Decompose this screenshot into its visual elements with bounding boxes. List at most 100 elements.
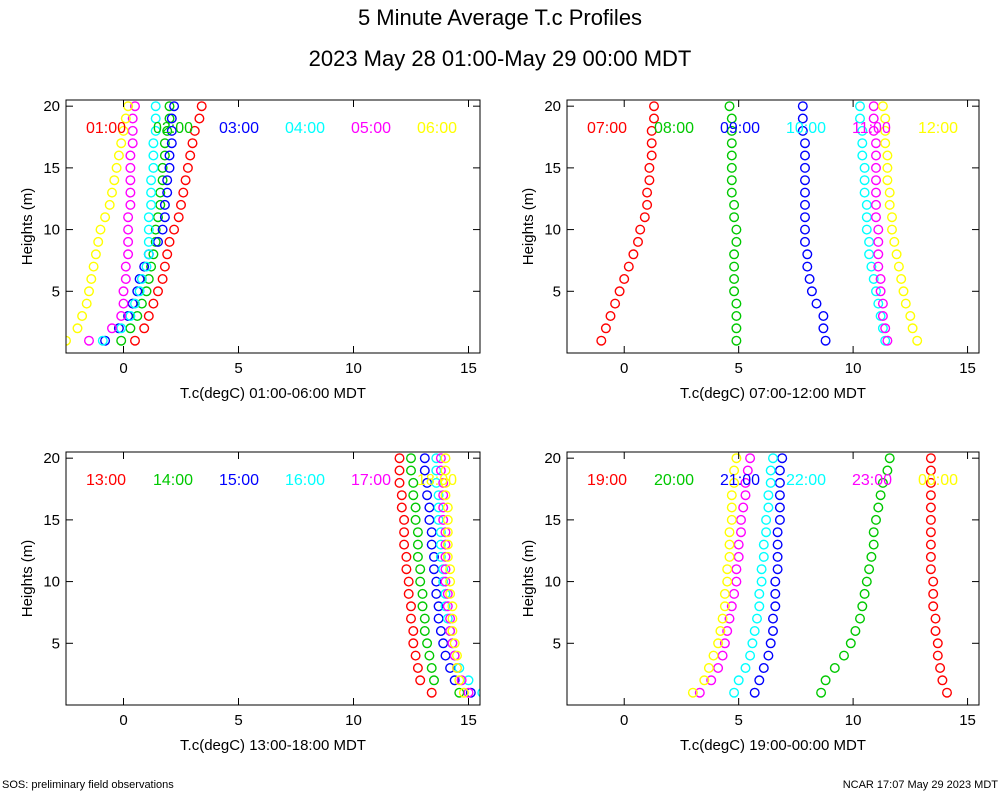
legend-entry: 21:00 <box>720 472 760 489</box>
data-point <box>148 162 159 173</box>
data-point <box>401 551 412 562</box>
x-tick-label: 5 <box>734 712 742 729</box>
data-point <box>765 638 776 649</box>
data-point <box>442 502 453 513</box>
y-axis-label: Heights (m) <box>19 540 36 618</box>
data-point <box>150 113 161 124</box>
legend-entry: 04:00 <box>285 120 325 137</box>
data-point <box>855 101 866 112</box>
data-point <box>868 527 879 538</box>
data-point <box>639 212 650 223</box>
data-point <box>157 274 168 285</box>
data-point <box>871 199 882 210</box>
data-point <box>429 675 440 686</box>
data-point <box>113 150 124 161</box>
data-point <box>868 274 879 285</box>
data-point <box>866 551 877 562</box>
legend-entry: 22:00 <box>786 472 826 489</box>
data-point <box>196 101 207 112</box>
y-tick-label: 5 <box>52 635 60 652</box>
y-tick-label: 20 <box>544 450 561 467</box>
footer-note-right: NCAR 17:07 May 29 2023 MDT <box>843 779 999 791</box>
data-point <box>857 150 868 161</box>
data-point <box>871 212 882 223</box>
data-point <box>435 465 446 476</box>
data-point <box>118 298 129 309</box>
data-point <box>745 650 756 661</box>
data-point <box>164 162 175 173</box>
data-point <box>802 249 813 260</box>
data-point <box>146 187 157 198</box>
data-point <box>97 335 108 346</box>
data-point <box>871 187 882 198</box>
data-point <box>774 465 785 476</box>
data-point <box>896 274 907 285</box>
data-point <box>406 613 417 624</box>
data-point <box>83 335 94 346</box>
data-point <box>412 527 423 538</box>
data-point <box>706 675 717 686</box>
data-point <box>731 298 742 309</box>
data-point <box>406 453 417 464</box>
data-point <box>713 663 724 674</box>
data-point <box>731 323 742 334</box>
x-tick-label: 0 <box>620 712 628 729</box>
series-2300 <box>694 453 756 698</box>
data-point <box>761 514 772 525</box>
data-point <box>742 465 753 476</box>
x-axis-label: T.c(degC) 13:00-18:00 MDT <box>180 737 366 754</box>
x-tick-label: 0 <box>620 360 628 377</box>
panels-group: 0 5 10 15 5 10 15 20 T.c(degC) 01:00-06:00 MDT He… <box>19 98 980 754</box>
data-point <box>726 125 737 136</box>
data-point <box>440 465 451 476</box>
data-point <box>740 663 751 674</box>
data-point <box>445 564 456 575</box>
data-point <box>447 613 458 624</box>
data-point <box>800 150 811 161</box>
data-point <box>394 477 405 488</box>
x-tick-label: 10 <box>845 712 862 729</box>
data-point <box>162 187 173 198</box>
data-point <box>127 138 138 149</box>
data-point <box>159 212 170 223</box>
data-point <box>442 514 453 525</box>
data-point <box>159 150 170 161</box>
data-point <box>642 187 653 198</box>
y-tick-label: 20 <box>43 98 60 115</box>
data-point <box>440 453 451 464</box>
data-point <box>887 224 898 235</box>
data-point <box>875 286 886 297</box>
series-0700 <box>596 101 660 346</box>
data-point <box>877 298 888 309</box>
data-point <box>148 298 159 309</box>
data-point <box>649 101 660 112</box>
data-point <box>724 551 735 562</box>
series-2200 <box>729 453 779 698</box>
data-point <box>864 236 875 247</box>
panel-frame <box>65 99 481 354</box>
data-point <box>882 175 893 186</box>
data-point <box>932 650 943 661</box>
data-point <box>770 588 781 599</box>
data-point <box>829 663 840 674</box>
data-point <box>419 453 430 464</box>
data-point <box>424 502 435 513</box>
x-tick-label: 5 <box>234 712 242 729</box>
data-point <box>426 687 437 698</box>
data-point <box>754 588 765 599</box>
data-point <box>772 564 783 575</box>
data-point <box>754 601 765 612</box>
x-tick-label: 0 <box>119 712 127 729</box>
data-point <box>733 539 744 550</box>
data-point <box>646 150 657 161</box>
data-point <box>912 335 923 346</box>
data-point <box>81 298 92 309</box>
data-point <box>431 588 442 599</box>
series-1700 <box>435 453 474 698</box>
data-point <box>406 601 417 612</box>
data-point <box>408 626 419 637</box>
data-point <box>774 514 785 525</box>
data-point <box>452 650 463 661</box>
data-point <box>623 261 634 272</box>
data-point <box>875 490 886 501</box>
